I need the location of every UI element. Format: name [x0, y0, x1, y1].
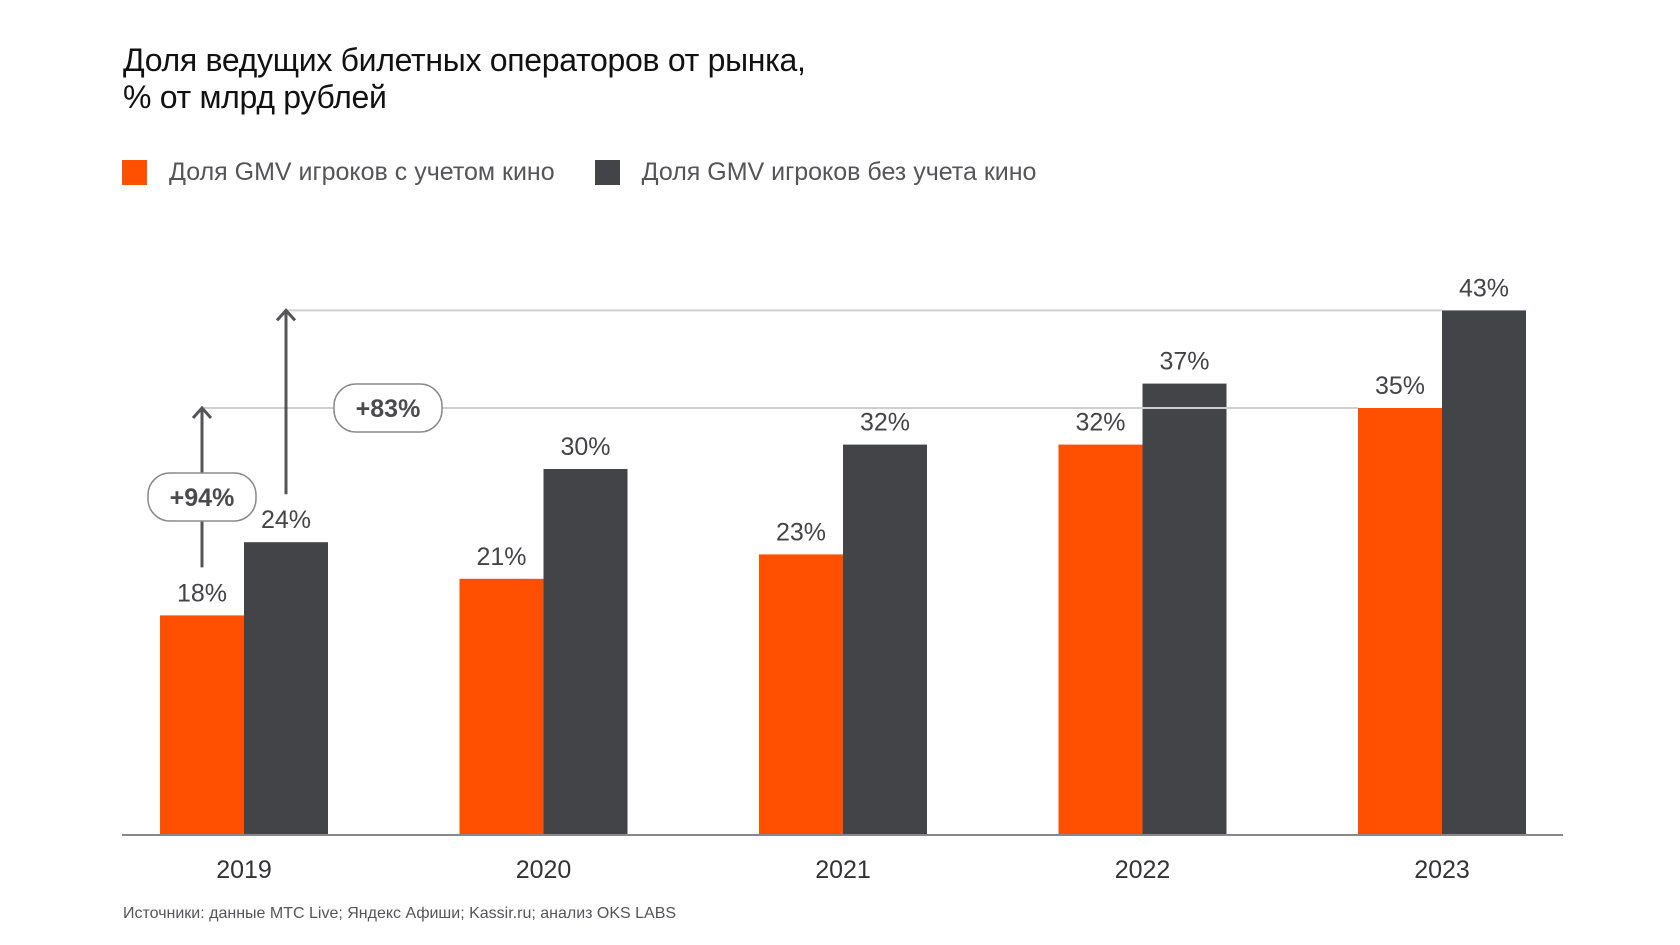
legend-label: Доля GMV игроков с учетом кино	[169, 158, 555, 186]
arrow-up-dark-head-icon	[275, 308, 297, 322]
bar-with-cinema-2020	[459, 578, 544, 835]
bar-without-cinema-2019	[244, 542, 328, 835]
bar-without-cinema-2023	[1442, 310, 1526, 835]
bar-with-cinema-2022	[1058, 444, 1143, 835]
x-tick-label: 2021	[815, 856, 871, 884]
x-tick-label: 2022	[1115, 856, 1171, 884]
legend-item-with-cinema: Доля GMV игроков с учетом кино	[122, 158, 555, 187]
bar-without-cinema-2020	[543, 469, 628, 835]
bar-with-cinema-2021	[759, 554, 843, 835]
data-label: 35%	[1375, 372, 1425, 400]
legend: Доля GMV игроков с учетом кино Доля GMV …	[122, 158, 1076, 187]
bar-with-cinema-2023	[1358, 408, 1442, 835]
data-label: 18%	[177, 579, 227, 607]
arrow-up-orange-head-icon	[191, 405, 213, 420]
legend-label: Доля GMV игроков без учета кино	[641, 158, 1037, 186]
data-label: 32%	[860, 409, 910, 437]
data-label: 37%	[1159, 348, 1209, 376]
data-label: 43%	[1459, 274, 1509, 302]
source-note: Источники: данные МТС Live; Яндекс Афиши…	[123, 905, 677, 922]
legend-swatch-orange	[122, 160, 147, 185]
data-label: 23%	[776, 518, 826, 546]
x-tick-label: 2020	[516, 856, 572, 884]
growth-badge-83-label: +83%	[356, 395, 421, 423]
data-label: 30%	[560, 433, 610, 461]
data-label: 24%	[261, 506, 311, 534]
chart-title: Доля ведущих билетных операторов от рынк…	[123, 42, 806, 116]
growth-badge-83	[333, 383, 443, 433]
legend-swatch-dark	[594, 160, 620, 185]
growth-badge-94-label: +94%	[170, 484, 235, 512]
legend-item-without-cinema: Доля GMV игроков без учета кино	[594, 158, 1037, 187]
chart-title-line1: Доля ведущих билетных операторов от рынк…	[123, 42, 806, 78]
data-label: 32%	[1075, 409, 1125, 437]
x-tick-label: 2019	[216, 856, 272, 884]
bar-without-cinema-2022	[1142, 383, 1227, 835]
growth-badge-94	[147, 472, 257, 522]
chart-title-line2: % от млрд рублей	[123, 79, 387, 115]
bar-with-cinema-2019	[160, 615, 244, 835]
x-tick-label: 2023	[1414, 856, 1470, 884]
bar-without-cinema-2021	[843, 444, 927, 835]
data-label: 21%	[476, 543, 526, 571]
